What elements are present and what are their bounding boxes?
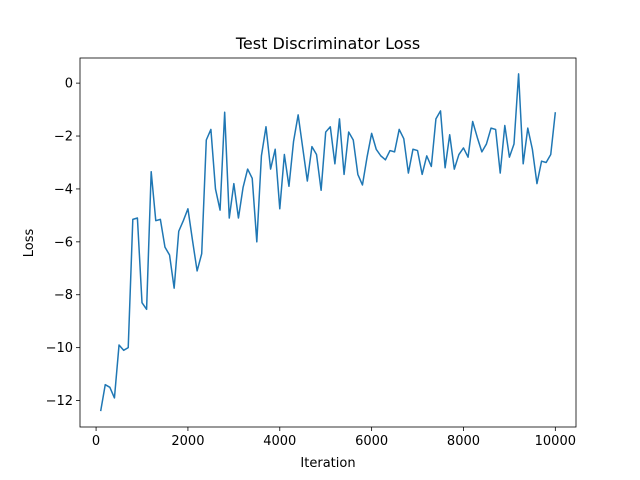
x-tick-label: 2000 [171, 434, 204, 449]
chart-title: Test Discriminator Loss [235, 34, 420, 53]
y-tick-label: −8 [54, 288, 73, 303]
y-tick-label: 0 [65, 77, 73, 92]
y-tick-label: −2 [54, 130, 73, 145]
x-tick-label: 4000 [263, 434, 296, 449]
x-tick-label: 0 [92, 434, 100, 449]
x-tick-label: 10000 [535, 434, 576, 449]
y-axis-label: Loss [22, 229, 37, 258]
loss-series-line [99, 73, 557, 412]
x-axis-label: Iteration [300, 456, 355, 471]
plot-frame [79, 57, 577, 428]
y-tick-label: −6 [54, 235, 73, 250]
x-tick-label: 6000 [355, 434, 388, 449]
x-tick-label: 8000 [447, 434, 480, 449]
y-tick-label: −10 [46, 341, 73, 356]
axis-ticks: 0 2000 4000 6000 8000 10000 0 −2 −4 −6 −8 −10 −12 [46, 77, 576, 449]
y-tick-label: −4 [54, 182, 73, 197]
y-tick-label: −12 [46, 394, 73, 409]
plot-area [80, 58, 576, 427]
